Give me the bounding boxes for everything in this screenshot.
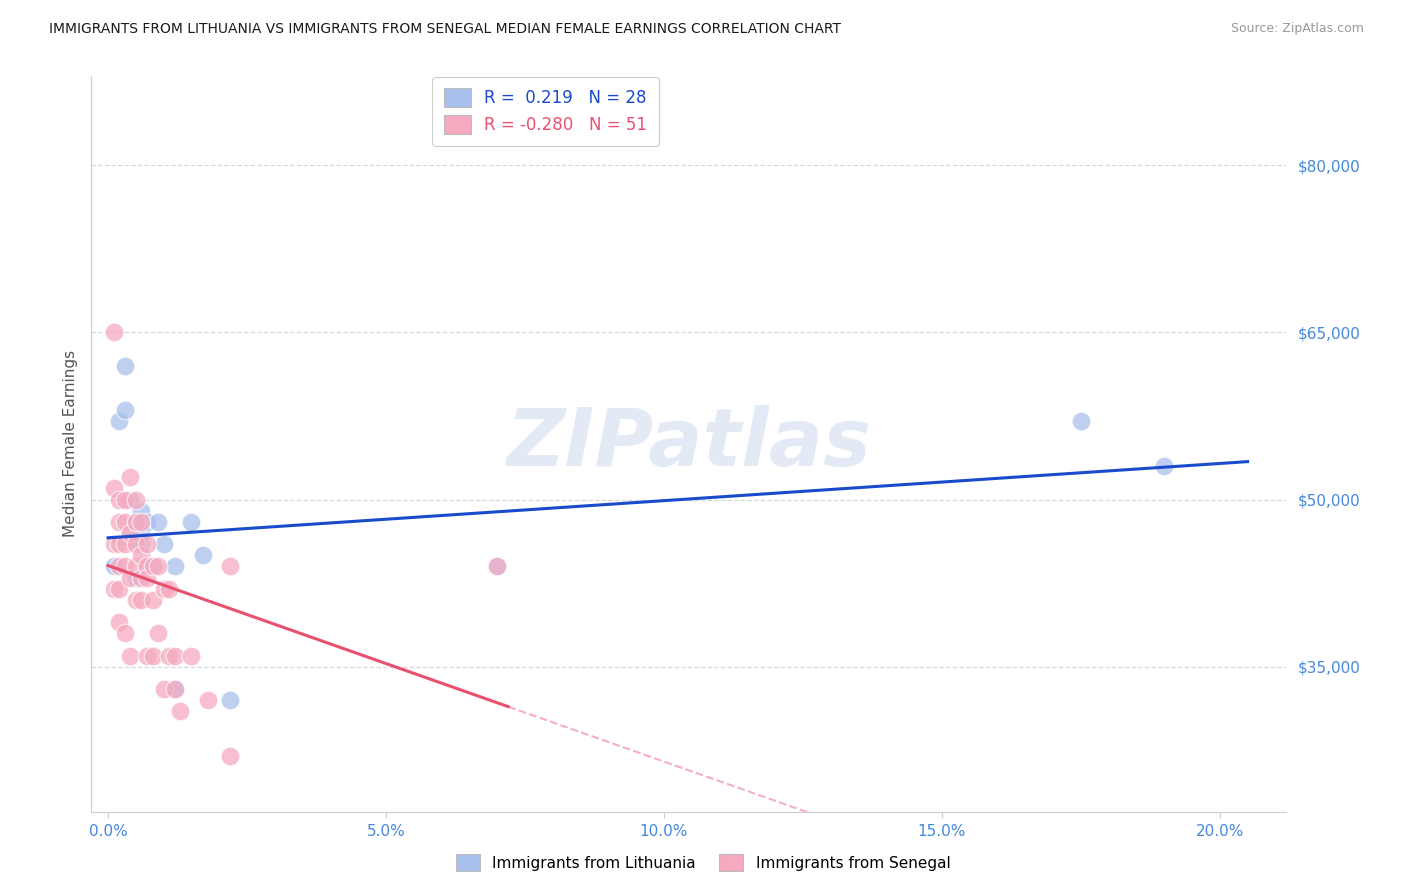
Point (136, 537, 159, 551)
Point (108, 582, 131, 596)
Point (486, 559, 509, 574)
Point (120, 571, 142, 585)
Point (120, 470, 142, 484)
Point (114, 537, 136, 551)
Point (131, 515, 153, 529)
Point (136, 571, 159, 585)
Point (108, 537, 131, 551)
Point (114, 626, 136, 640)
Point (125, 515, 148, 529)
Point (152, 582, 174, 596)
Point (169, 705, 191, 719)
Legend: R =  0.219   N = 28, R = -0.280   N = 51: R = 0.219 N = 28, R = -0.280 N = 51 (433, 77, 658, 145)
Point (108, 414, 131, 428)
Point (152, 681, 174, 696)
Point (191, 548, 214, 562)
Point (114, 515, 136, 529)
Point (103, 325, 125, 339)
Point (141, 592, 163, 607)
Point (103, 559, 125, 574)
Point (219, 559, 242, 574)
Point (146, 626, 169, 640)
Point (180, 648, 202, 663)
Point (125, 515, 148, 529)
Text: Source: ZipAtlas.com: Source: ZipAtlas.com (1230, 22, 1364, 36)
Point (163, 681, 186, 696)
Point (219, 693, 242, 707)
Point (152, 537, 174, 551)
Point (163, 681, 186, 696)
Point (141, 559, 163, 574)
Point (120, 492, 142, 507)
Point (136, 559, 159, 574)
Point (120, 648, 142, 663)
Point (197, 693, 219, 707)
Point (141, 559, 163, 574)
Point (157, 648, 180, 663)
Point (103, 537, 125, 551)
Point (486, 559, 509, 574)
Point (108, 515, 131, 529)
Point (131, 571, 153, 585)
Point (103, 582, 125, 596)
Point (157, 582, 180, 596)
Text: IMMIGRANTS FROM LITHUANIA VS IMMIGRANTS FROM SENEGAL MEDIAN FEMALE EARNINGS CORR: IMMIGRANTS FROM LITHUANIA VS IMMIGRANTS … (49, 22, 841, 37)
Point (114, 559, 136, 574)
Point (120, 525, 142, 540)
Point (103, 481, 125, 495)
Point (141, 648, 163, 663)
Point (114, 403, 136, 417)
Text: ZIPatlas: ZIPatlas (506, 405, 872, 483)
Point (131, 537, 153, 551)
Point (219, 748, 242, 763)
Point (120, 525, 142, 540)
Point (1070, 414, 1092, 428)
Point (131, 592, 153, 607)
Point (131, 525, 153, 540)
Point (108, 615, 131, 630)
Point (146, 515, 169, 529)
Point (163, 559, 186, 574)
Point (114, 492, 136, 507)
Point (108, 492, 131, 507)
Point (136, 515, 159, 529)
Legend: Immigrants from Lithuania, Immigrants from Senegal: Immigrants from Lithuania, Immigrants fr… (450, 848, 956, 877)
Point (1153, 458, 1175, 473)
Point (146, 559, 169, 574)
Point (136, 648, 159, 663)
Point (136, 559, 159, 574)
Y-axis label: Median Female Earnings: Median Female Earnings (62, 351, 77, 537)
Point (125, 571, 148, 585)
Point (125, 537, 148, 551)
Point (131, 503, 153, 517)
Point (125, 592, 148, 607)
Point (125, 515, 148, 529)
Point (125, 537, 148, 551)
Point (125, 492, 148, 507)
Point (114, 359, 136, 373)
Point (108, 559, 131, 574)
Point (131, 548, 153, 562)
Point (125, 559, 148, 574)
Point (163, 648, 186, 663)
Point (180, 515, 202, 529)
